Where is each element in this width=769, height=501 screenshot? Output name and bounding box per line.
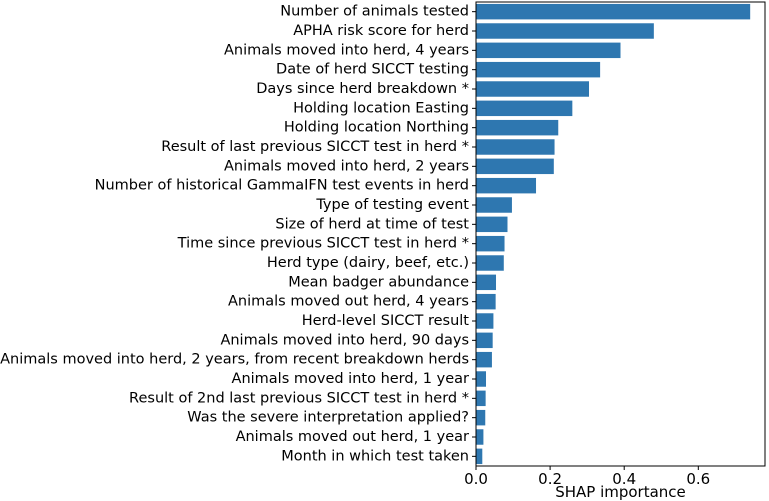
bar — [476, 332, 493, 349]
bar — [476, 429, 484, 445]
category-label: Animals moved out herd, 4 years — [228, 294, 469, 310]
bar — [476, 235, 505, 252]
category-label: Result of last previous SICCT test in he… — [161, 139, 469, 155]
x-ticks-group: 0.0 0.2 0.4 0.6 — [464, 466, 710, 488]
bar — [476, 448, 483, 465]
category-label: APHA risk score for herd — [293, 23, 469, 39]
category-label: Days since herd breakdown * — [256, 81, 469, 97]
category-label: Time since previous SICCT test in herd * — [177, 236, 469, 252]
bar — [476, 216, 508, 233]
category-label: Animals moved into herd, 1 year — [232, 371, 469, 387]
bar — [476, 351, 492, 368]
bar — [476, 409, 486, 426]
x-tick-label: 0.0 — [464, 470, 488, 488]
category-label: Type of testing event — [315, 197, 469, 213]
category-label: Size of herd at time of test — [275, 216, 469, 232]
plot-frame — [475, 1, 766, 467]
x-tick-label: 0.2 — [538, 470, 562, 488]
bar — [476, 274, 497, 291]
x-tick-label: 0.4 — [612, 470, 636, 488]
category-label: Was the severe interpretation applied? — [187, 410, 469, 426]
bar — [476, 255, 504, 271]
category-label: Date of herd SICCT testing — [276, 62, 469, 78]
category-label: Herd-level SICCT result — [302, 313, 470, 329]
bar — [476, 81, 590, 97]
bar — [476, 3, 751, 20]
category-label: Animals moved into herd, 4 years — [224, 42, 469, 58]
category-label: Number of historical GammaIFN test event… — [95, 178, 469, 194]
category-label: Number of animals tested — [280, 4, 469, 20]
bar — [476, 197, 512, 213]
category-label: Herd type (dairy, beef, etc.) — [267, 255, 469, 271]
bar — [476, 139, 555, 155]
bar — [476, 313, 494, 329]
category-label: Animals moved into herd, 2 years — [224, 158, 469, 174]
category-label: Mean badger abundance — [288, 274, 469, 290]
bar — [476, 61, 601, 78]
bar — [476, 100, 573, 117]
bar — [476, 158, 554, 175]
category-label: Animals moved into herd, 2 years, from r… — [0, 352, 469, 368]
category-label: Month in which test taken — [281, 448, 469, 464]
bar — [476, 371, 487, 387]
category-label: Animals moved into herd, 90 days — [220, 332, 469, 348]
category-label: Result of 2nd last previous SICCT test i… — [129, 390, 469, 406]
bar — [476, 293, 496, 310]
bar — [476, 390, 486, 407]
x-axis-title: SHAP importance — [555, 483, 686, 501]
bars-group — [476, 3, 751, 465]
bar — [476, 23, 654, 39]
bar — [476, 177, 537, 194]
x-tick-label: 0.6 — [686, 470, 710, 488]
category-label: Animals moved out herd, 1 year — [236, 429, 469, 445]
category-label: Holding location Easting — [293, 100, 469, 116]
bar — [476, 42, 621, 59]
category-label: Holding location Northing — [284, 120, 469, 136]
category-labels-group: Number of animals tested APHA risk score … — [0, 4, 476, 464]
bar — [476, 119, 559, 136]
